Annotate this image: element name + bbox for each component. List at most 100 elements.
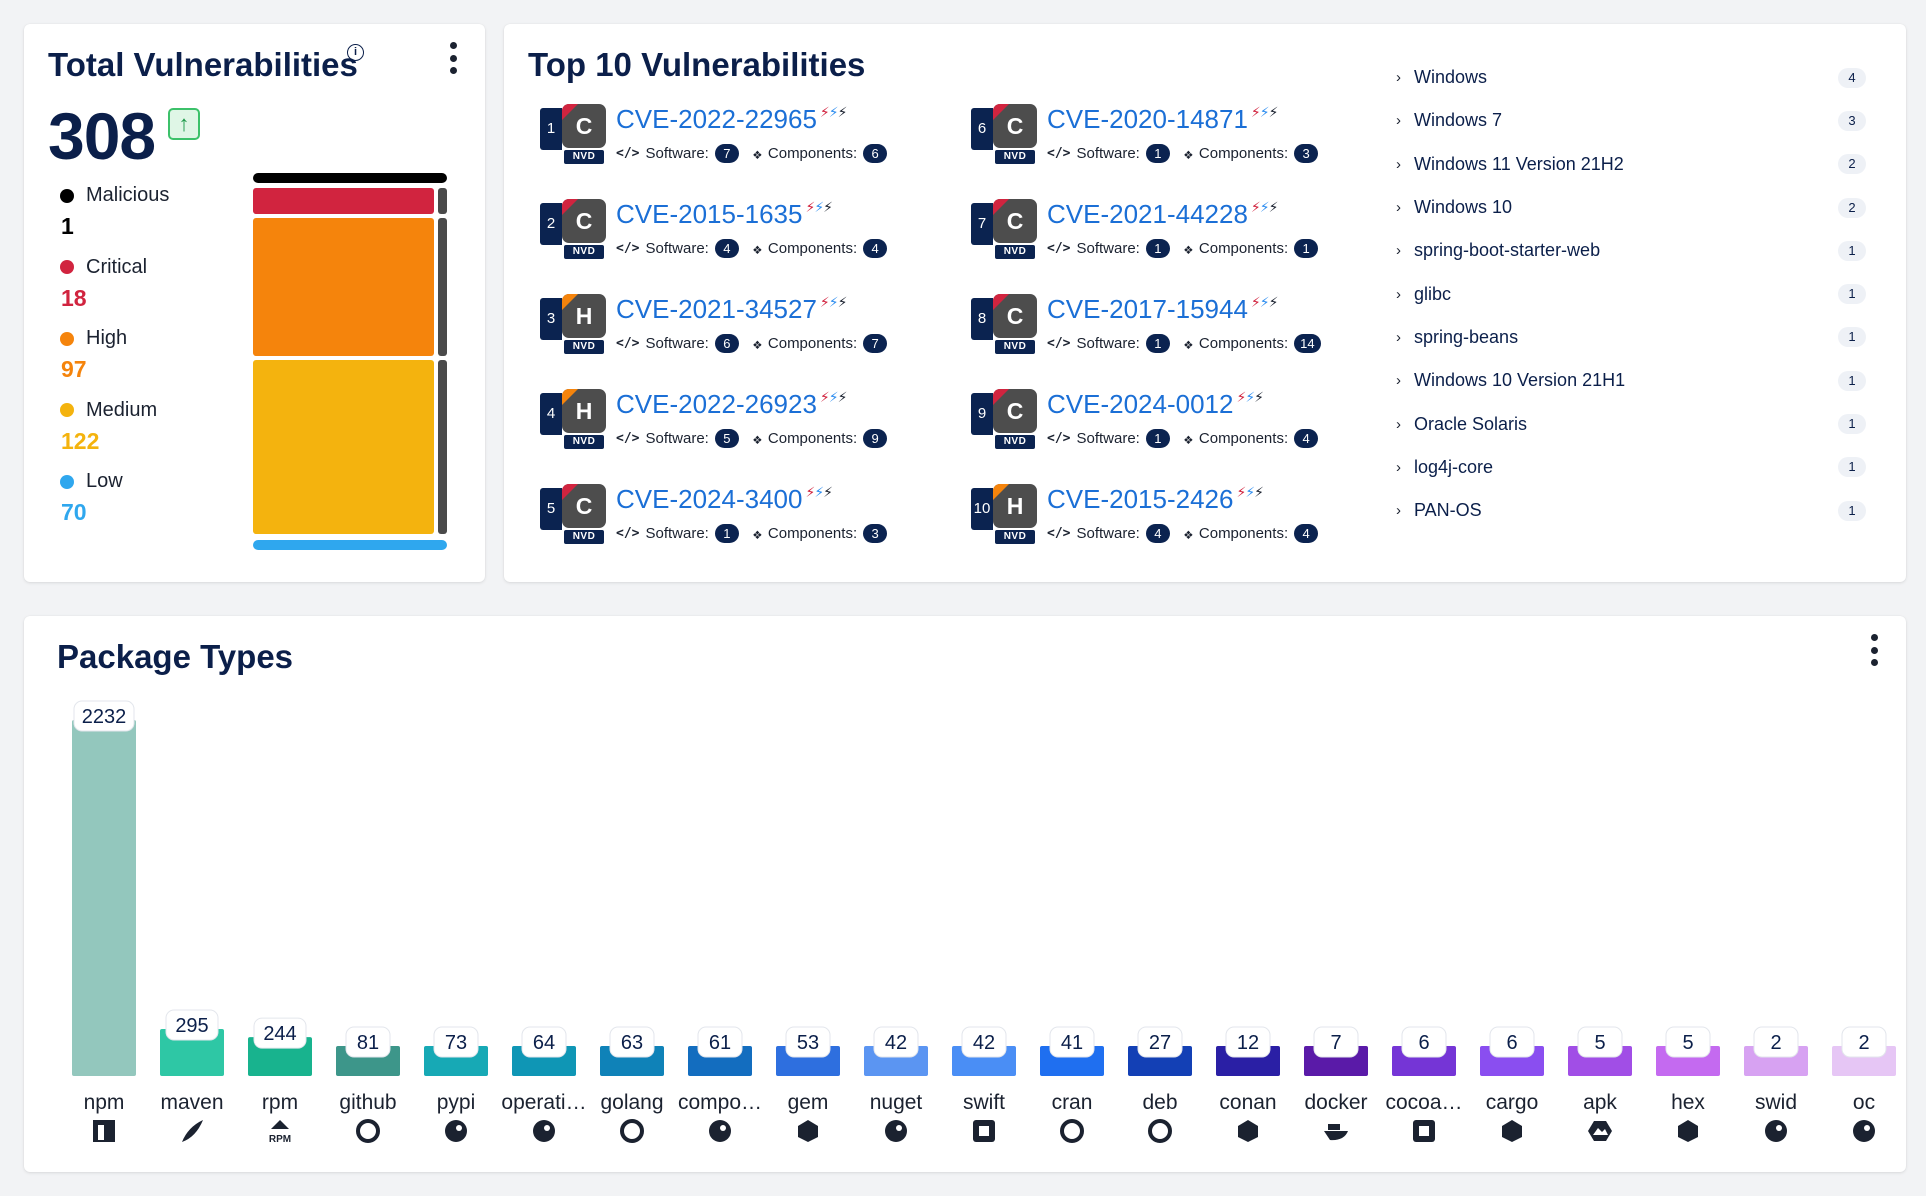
components-count-badge[interactable]: 4: [863, 239, 888, 258]
category-label[interactable]: pypi: [437, 1091, 476, 1114]
product-item[interactable]: › spring-beans 1: [1396, 316, 1866, 359]
components-icon: ❖: [1183, 239, 1193, 258]
category-label[interactable]: nuget: [870, 1091, 923, 1114]
more-options-icon[interactable]: [1869, 634, 1879, 666]
product-count-badge: 3: [1838, 110, 1866, 131]
category-label[interactable]: conan: [1219, 1091, 1276, 1114]
software-count-badge[interactable]: 1: [1145, 429, 1170, 448]
severity-bar-low[interactable]: [253, 540, 447, 550]
components-count-badge[interactable]: 7: [863, 334, 888, 353]
product-count-badge: 2: [1838, 154, 1866, 175]
nuget-icon: [885, 1120, 907, 1142]
product-item[interactable]: › PAN-OS 1: [1396, 489, 1866, 532]
category-label[interactable]: deb: [1142, 1091, 1177, 1114]
cve-id[interactable]: CVE-2021-44228: [1047, 199, 1248, 229]
cve-id[interactable]: CVE-2017-15944: [1047, 294, 1248, 324]
software-count-badge[interactable]: 1: [1145, 239, 1170, 258]
category-label[interactable]: hex: [1671, 1091, 1705, 1114]
category-label[interactable]: swid: [1755, 1091, 1797, 1114]
product-name: Windows 10: [1414, 197, 1513, 218]
cve-id[interactable]: CVE-2020-14871: [1047, 104, 1248, 134]
cve-link[interactable]: CVE-2022-22965 ⚡⚡⚡: [616, 104, 847, 135]
category-label[interactable]: oc: [1853, 1091, 1875, 1114]
software-count-badge[interactable]: 1: [714, 524, 739, 543]
software-count-badge[interactable]: 6: [714, 334, 739, 353]
cve-link[interactable]: CVE-2015-2426 ⚡⚡⚡: [1047, 484, 1264, 515]
cargo-icon: [1502, 1120, 1522, 1142]
product-item[interactable]: › log4j-core 1: [1396, 446, 1866, 489]
severity-bar-critical[interactable]: [253, 188, 434, 214]
category-label[interactable]: cran: [1052, 1091, 1093, 1114]
severity-item-critical[interactable]: Critical 18: [60, 256, 169, 328]
bar-maven[interactable]: [160, 1028, 224, 1076]
components-count-badge[interactable]: 3: [1294, 144, 1319, 163]
severity-bar-malicious[interactable]: [253, 173, 447, 183]
product-item[interactable]: › Windows 11 Version 21H2 2: [1396, 143, 1866, 186]
category-label[interactable]: docker: [1304, 1091, 1367, 1114]
components-label: Components:: [767, 430, 858, 447]
category-label[interactable]: golang: [600, 1091, 663, 1114]
cve-link[interactable]: CVE-2017-15944 ⚡⚡⚡: [1047, 294, 1278, 325]
cve-id[interactable]: CVE-2022-22965: [616, 104, 817, 134]
product-item[interactable]: › Windows 10 Version 21H1 1: [1396, 359, 1866, 402]
svg-text:RPM: RPM: [269, 1134, 291, 1145]
components-count-badge[interactable]: 3: [863, 524, 888, 543]
components-count-badge[interactable]: 4: [1294, 429, 1319, 448]
cve-link[interactable]: CVE-2021-34527 ⚡⚡⚡: [616, 294, 847, 325]
cve-link[interactable]: CVE-2021-44228 ⚡⚡⚡: [1047, 199, 1278, 230]
product-item[interactable]: › Windows 4: [1396, 56, 1866, 99]
severity-bar-high[interactable]: [253, 218, 434, 356]
category-label[interactable]: cargo: [1486, 1091, 1539, 1114]
software-count-badge[interactable]: 5: [714, 429, 739, 448]
severity-dot-icon: [60, 331, 74, 346]
more-options-icon[interactable]: [448, 42, 458, 74]
software-count-badge[interactable]: 4: [1145, 524, 1170, 543]
product-item[interactable]: › spring-boot-starter-web 1: [1396, 229, 1866, 272]
components-count-badge[interactable]: 1: [1294, 239, 1319, 258]
cve-item: 4 H NVD CVE-2022-26923 ⚡⚡⚡ </> Software: 5 ❖ Comp…: [540, 389, 960, 461]
chevron-right-icon: ›: [1396, 502, 1401, 520]
cve-id[interactable]: CVE-2021-34527: [616, 294, 817, 324]
product-item[interactable]: › glibc 1: [1396, 272, 1866, 315]
components-count-badge[interactable]: 6: [863, 144, 888, 163]
category-label[interactable]: cocoa…: [1385, 1091, 1462, 1114]
category-label[interactable]: swift: [963, 1091, 1005, 1114]
cve-id[interactable]: CVE-2015-1635: [616, 199, 803, 229]
product-item[interactable]: › Oracle Solaris 1: [1396, 402, 1866, 445]
components-count-badge[interactable]: 4: [1294, 524, 1319, 543]
category-label[interactable]: gem: [788, 1091, 829, 1114]
severity-item-low[interactable]: Low 70: [60, 470, 169, 542]
severity-item-medium[interactable]: Medium 122: [60, 399, 169, 471]
category-label[interactable]: operati…: [501, 1091, 586, 1114]
components-count-badge[interactable]: 9: [863, 429, 888, 448]
cve-id[interactable]: CVE-2024-3400: [616, 484, 803, 514]
cve-link[interactable]: CVE-2022-26923 ⚡⚡⚡: [616, 389, 847, 420]
info-icon[interactable]: i: [347, 44, 364, 61]
cve-id[interactable]: CVE-2024-0012: [1047, 389, 1234, 419]
product-item[interactable]: › Windows 10 2: [1396, 186, 1866, 229]
software-count-badge[interactable]: 1: [1145, 334, 1170, 353]
category-label[interactable]: apk: [1583, 1091, 1617, 1114]
software-count-badge[interactable]: 7: [714, 144, 739, 163]
cve-id[interactable]: CVE-2015-2426: [1047, 484, 1234, 514]
bar-npm[interactable]: [72, 720, 136, 1076]
cve-link[interactable]: CVE-2020-14871 ⚡⚡⚡: [1047, 104, 1278, 135]
github-icon: [356, 1119, 380, 1143]
severity-item-high[interactable]: High 97: [60, 327, 169, 399]
cve-id[interactable]: CVE-2022-26923: [616, 389, 817, 419]
components-count-badge[interactable]: 14: [1294, 334, 1321, 353]
cve-link[interactable]: CVE-2015-1635 ⚡⚡⚡: [616, 199, 833, 230]
severity-item-malicious[interactable]: Malicious 1: [60, 184, 169, 256]
category-label[interactable]: npm: [84, 1091, 125, 1114]
software-count-badge[interactable]: 4: [714, 239, 739, 258]
category-label[interactable]: compo…: [678, 1091, 762, 1114]
category-label[interactable]: github: [339, 1091, 396, 1114]
severity-bar-medium[interactable]: [253, 360, 434, 534]
category-label[interactable]: maven: [160, 1091, 223, 1114]
cve-link[interactable]: CVE-2024-0012 ⚡⚡⚡: [1047, 389, 1264, 420]
category-label[interactable]: rpm: [262, 1091, 298, 1114]
cve-link[interactable]: CVE-2024-3400 ⚡⚡⚡: [616, 484, 833, 515]
product-item[interactable]: › Windows 7 3: [1396, 99, 1866, 142]
severity-label: Medium: [86, 398, 158, 421]
software-count-badge[interactable]: 1: [1145, 144, 1170, 163]
